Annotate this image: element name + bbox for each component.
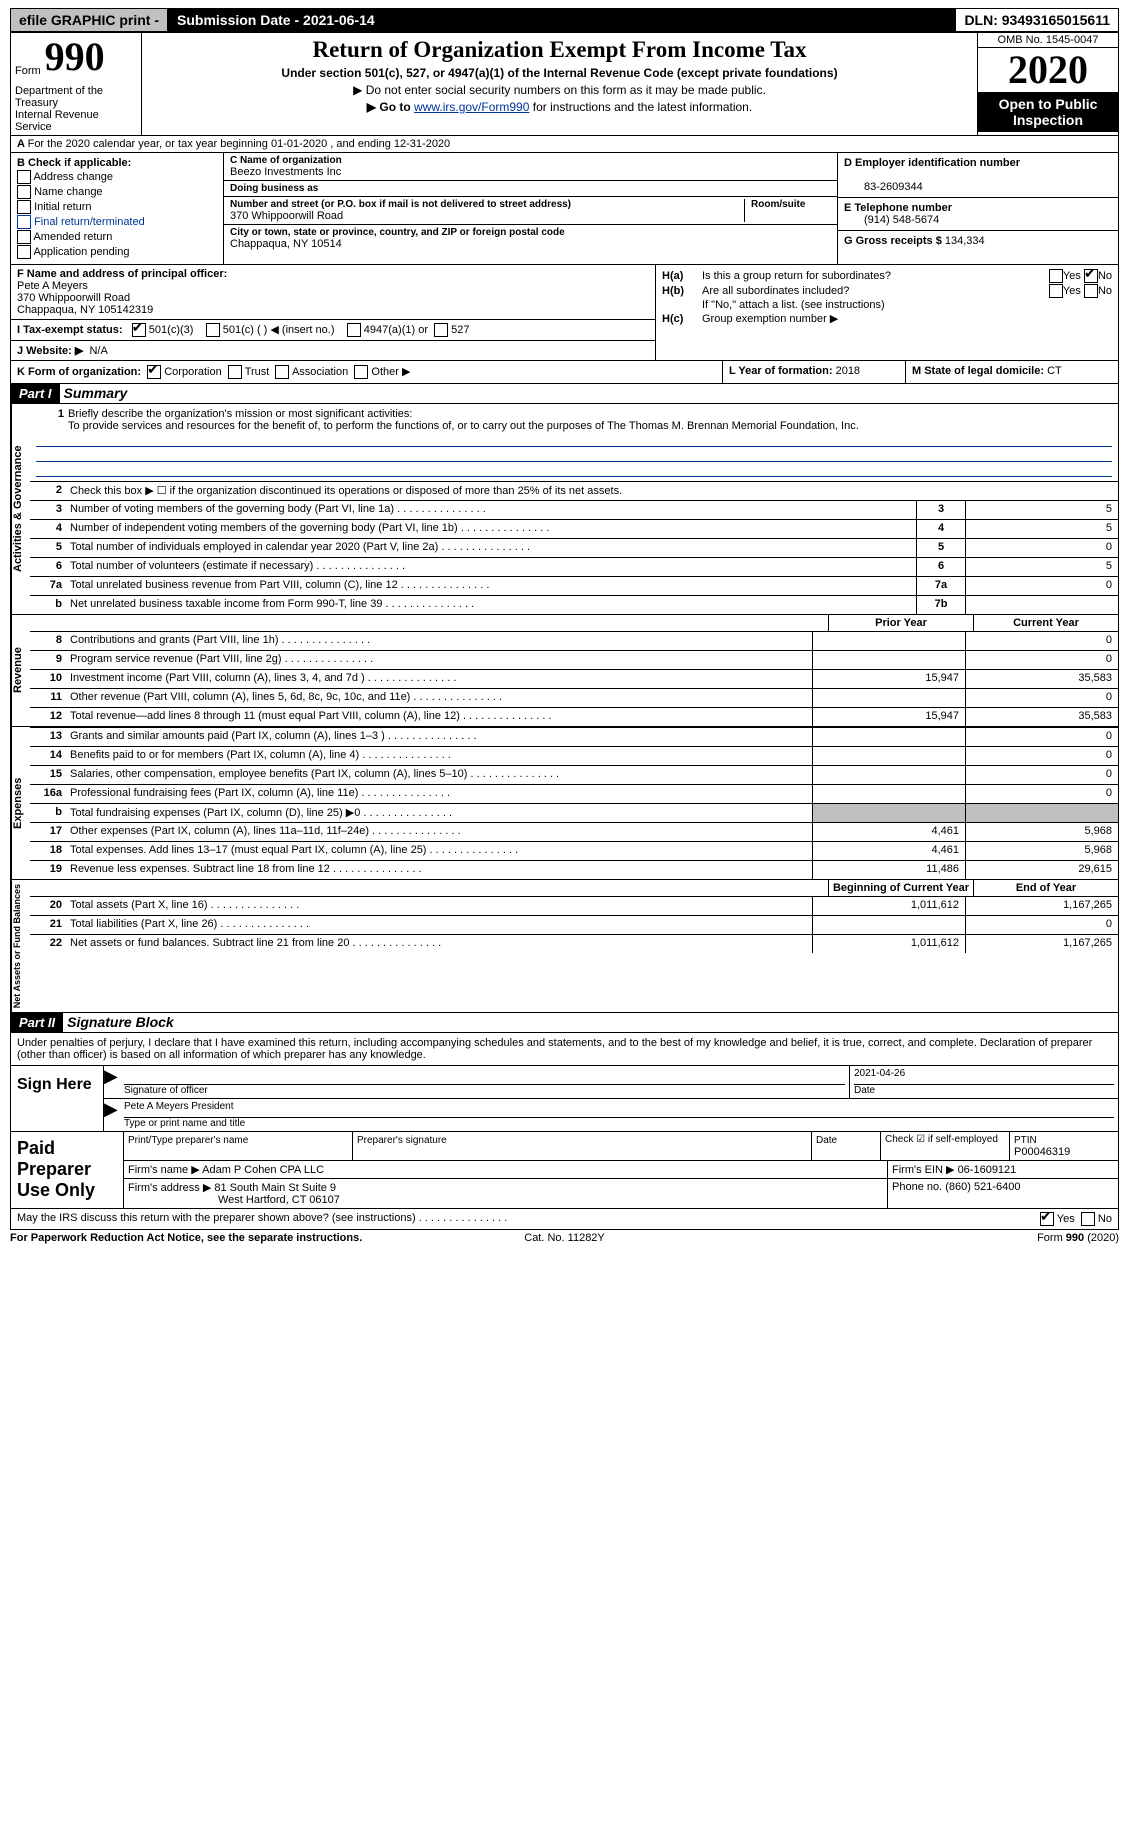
table-row: 13Grants and similar amounts paid (Part … <box>30 727 1118 746</box>
tax-year: 2020 <box>978 48 1118 92</box>
firm-name: Adam P Cohen CPA LLC <box>202 1164 324 1176</box>
table-row: 17Other expenses (Part IX, column (A), l… <box>30 822 1118 841</box>
ptin: P00046319 <box>1014 1146 1070 1158</box>
summary-revenue: Revenue Prior YearCurrent Year 8Contribu… <box>10 615 1119 727</box>
box-d-e-g: D Employer identification number83-26093… <box>837 153 1118 264</box>
line-2: Check this box ▶ ☐ if the organization d… <box>66 482 1118 500</box>
summary-netassets: Net Assets or Fund Balances Beginning of… <box>10 880 1119 1013</box>
mission-text: To provide services and resources for th… <box>68 420 859 432</box>
form-subtitle-1: Under section 501(c), 527, or 4947(a)(1)… <box>150 66 969 80</box>
line-a-period: A For the 2020 calendar year, or tax yea… <box>10 136 1119 153</box>
topbar: efile GRAPHIC print - Submission Date - … <box>10 8 1119 32</box>
chk-hb-yes[interactable] <box>1049 284 1063 298</box>
chk-ha-yes[interactable] <box>1049 269 1063 283</box>
open-to-public: Open to Public Inspection <box>978 92 1118 132</box>
chk-initial-return[interactable]: Initial return <box>17 200 217 214</box>
form-subtitle-3: ▶ Go to www.irs.gov/Form990 for instruct… <box>150 100 969 114</box>
table-row: 22Net assets or fund balances. Subtract … <box>30 934 1118 953</box>
submission-date: Submission Date - 2021-06-14 <box>168 8 384 32</box>
chk-name-change[interactable]: Name change <box>17 185 217 199</box>
chk-final-return[interactable]: Final return/terminated <box>17 215 217 229</box>
table-row: 3Number of voting members of the governi… <box>30 500 1118 519</box>
table-row: 6Total number of volunteers (estimate if… <box>30 557 1118 576</box>
box-c: C Name of organization Beezo Investments… <box>224 153 837 264</box>
table-row: 21Total liabilities (Part X, line 26)0 <box>30 915 1118 934</box>
entity-block: B Check if applicable: Address change Na… <box>10 153 1119 265</box>
chk-irs-yes[interactable] <box>1040 1212 1054 1226</box>
table-row: 9Program service revenue (Part VIII, lin… <box>30 650 1118 669</box>
chk-501c3[interactable] <box>132 323 146 337</box>
fghij-block: F Name and address of principal officer:… <box>10 265 1119 361</box>
chk-ha-no[interactable] <box>1084 269 1098 283</box>
dln: DLN: 93493165015611 <box>955 8 1119 32</box>
box-i: I Tax-exempt status: 501(c)(3) 501(c) ( … <box>11 320 655 341</box>
summary-governance: Activities & Governance 1Briefly describ… <box>10 404 1119 615</box>
table-row: 20Total assets (Part X, line 16)1,011,61… <box>30 896 1118 915</box>
table-row: 18Total expenses. Add lines 13–17 (must … <box>30 841 1118 860</box>
table-row: 12Total revenue—add lines 8 through 11 (… <box>30 707 1118 726</box>
preparer-block: Paid Preparer Use Only Print/Type prepar… <box>10 1132 1119 1209</box>
chk-527[interactable] <box>434 323 448 337</box>
box-b: B Check if applicable: Address change Na… <box>11 153 224 264</box>
form-subtitle-2: ▶ Do not enter social security numbers o… <box>150 83 969 97</box>
officer-name: Pete A Meyers President <box>124 1101 1114 1117</box>
irs-discuss: May the IRS discuss this return with the… <box>10 1209 1119 1230</box>
sign-here-block: Sign Here ▶ Signature of officer 2021-04… <box>10 1066 1119 1132</box>
org-city: Chappaqua, NY 10514 <box>230 238 831 250</box>
firm-phone: (860) 521-6400 <box>945 1181 1020 1193</box>
gross-receipts: 134,334 <box>945 235 985 247</box>
table-row: 16aProfessional fundraising fees (Part I… <box>30 784 1118 803</box>
table-row: 5Total number of individuals employed in… <box>30 538 1118 557</box>
table-row: 19Revenue less expenses. Subtract line 1… <box>30 860 1118 879</box>
table-row: 7aTotal unrelated business revenue from … <box>30 576 1118 595</box>
table-row: bTotal fundraising expenses (Part IX, co… <box>30 803 1118 822</box>
table-row: 8Contributions and grants (Part VIII, li… <box>30 631 1118 650</box>
form-990-label: Form 990 <box>15 37 135 77</box>
chk-k-assoc[interactable] <box>275 365 289 379</box>
org-name: Beezo Investments Inc <box>230 166 831 178</box>
part-ii-header: Part IISignature Block <box>10 1013 1119 1033</box>
firm-addr: 81 South Main St Suite 9 <box>214 1182 336 1194</box>
form-title: Return of Organization Exempt From Incom… <box>150 37 969 63</box>
chk-irs-no[interactable] <box>1081 1212 1095 1226</box>
box-j: J Website: ▶ N/A <box>11 341 655 360</box>
box-f: F Name and address of principal officer:… <box>11 265 655 320</box>
irs-link[interactable]: www.irs.gov/Form990 <box>414 100 529 114</box>
table-row: 4Number of independent voting members of… <box>30 519 1118 538</box>
chk-amended-return[interactable]: Amended return <box>17 230 217 244</box>
telephone: (914) 548-5674 <box>844 214 939 226</box>
ein: 83-2609344 <box>844 181 923 193</box>
topbar-spacer <box>384 8 956 32</box>
chk-k-trust[interactable] <box>228 365 242 379</box>
org-address: 370 Whippoorwill Road <box>230 210 744 222</box>
table-row: 14Benefits paid to or for members (Part … <box>30 746 1118 765</box>
efile-button[interactable]: efile GRAPHIC print - <box>10 8 168 32</box>
part-i-header: Part ISummary <box>10 384 1119 404</box>
chk-4947[interactable] <box>347 323 361 337</box>
omb-number: OMB No. 1545-0047 <box>978 33 1118 48</box>
chk-address-change[interactable]: Address change <box>17 170 217 184</box>
penalties-text: Under penalties of perjury, I declare th… <box>10 1033 1119 1066</box>
page-footer: For Paperwork Reduction Act Notice, see … <box>10 1230 1119 1246</box>
chk-k-corp[interactable] <box>147 365 161 379</box>
table-row: 11Other revenue (Part VIII, column (A), … <box>30 688 1118 707</box>
header: Form 990 Department of the Treasury Inte… <box>10 32 1119 136</box>
firm-ein: 06-1609121 <box>958 1164 1017 1176</box>
chk-k-other[interactable] <box>354 365 368 379</box>
dept-treasury: Department of the Treasury Internal Reve… <box>15 85 135 133</box>
table-row: bNet unrelated business taxable income f… <box>30 595 1118 614</box>
chk-application-pending[interactable]: Application pending <box>17 245 217 259</box>
sign-date: 2021-04-26 <box>854 1068 1114 1084</box>
summary-expenses: Expenses 13Grants and similar amounts pa… <box>10 727 1119 880</box>
chk-hb-no[interactable] <box>1084 284 1098 298</box>
klm-block: K Form of organization: Corporation Trus… <box>10 361 1119 384</box>
table-row: 10Investment income (Part VIII, column (… <box>30 669 1118 688</box>
chk-501c[interactable] <box>206 323 220 337</box>
table-row: 15Salaries, other compensation, employee… <box>30 765 1118 784</box>
